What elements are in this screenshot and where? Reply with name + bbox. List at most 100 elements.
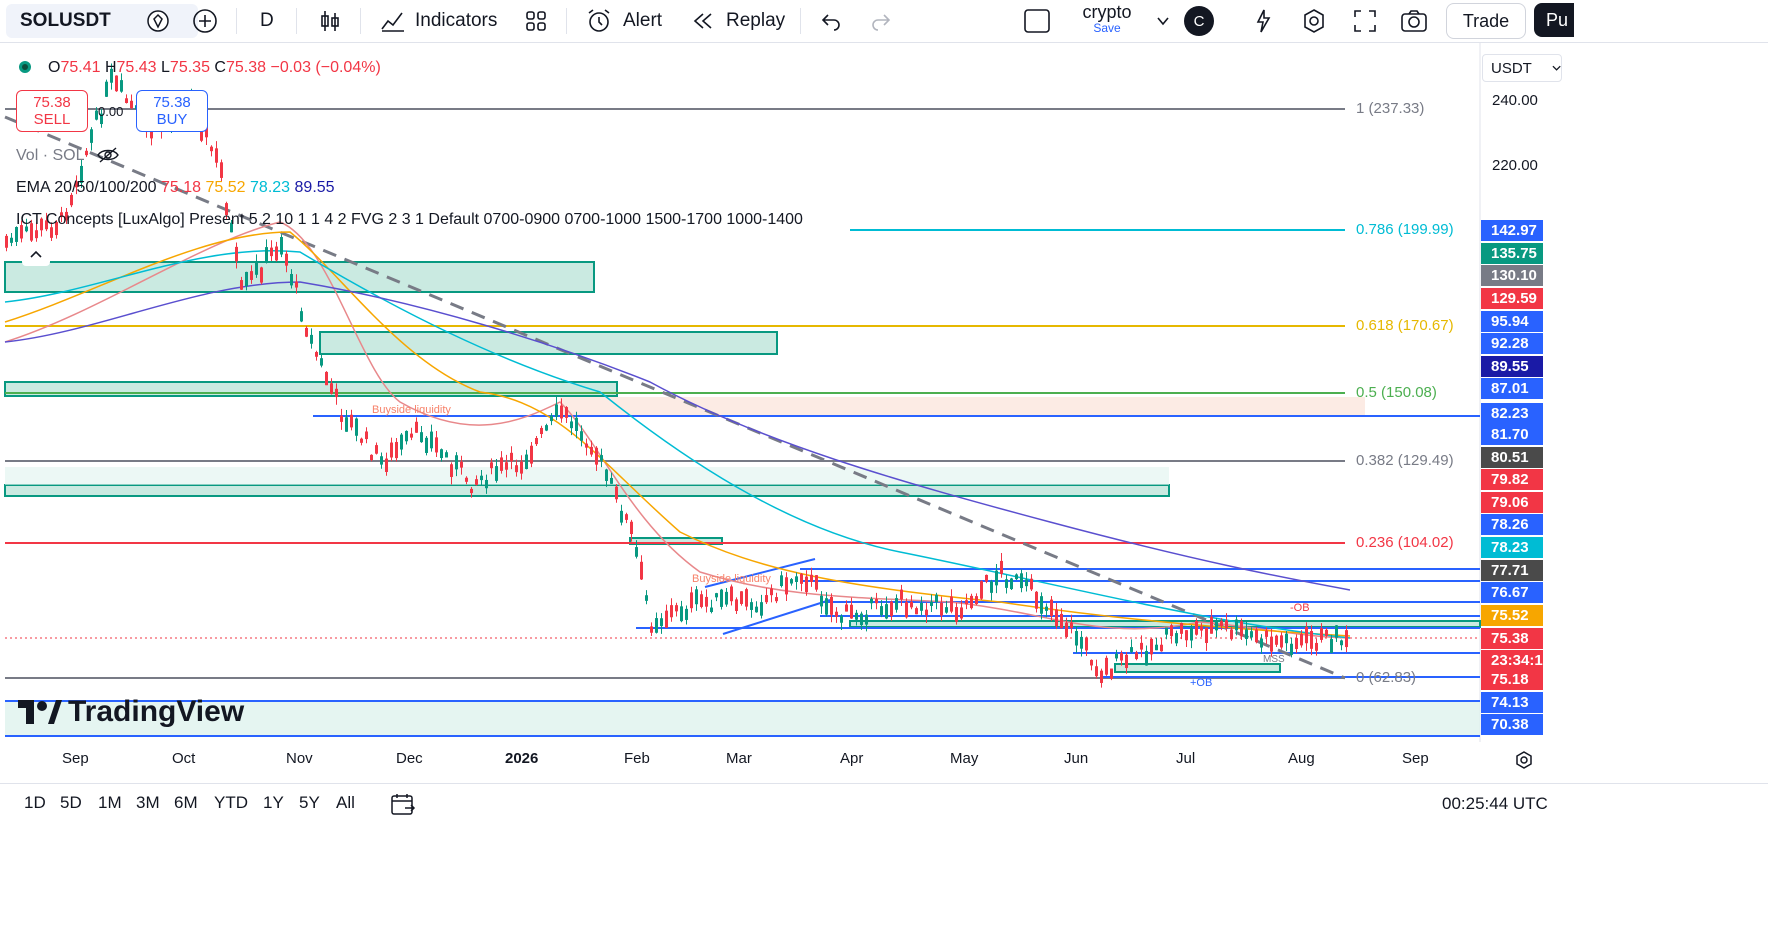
utc-clock[interactable]: 00:25:44 UTC: [1442, 794, 1548, 813]
bearish-ob-label: -OB: [1290, 602, 1310, 614]
candle-body: [1170, 625, 1173, 637]
candle-body: [515, 465, 518, 473]
candle-body: [440, 449, 443, 459]
candle-body: [445, 452, 448, 458]
trade-button[interactable]: Trade: [1446, 3, 1526, 39]
layout-square-icon[interactable]: [1023, 0, 1051, 42]
candles-icon[interactable]: [318, 0, 342, 42]
range-button-5d[interactable]: 5D: [60, 793, 82, 812]
settings-icon[interactable]: [1300, 0, 1328, 42]
indicators-button[interactable]: Indicators: [415, 10, 498, 31]
candle-body: [885, 604, 888, 619]
ema-title: EMA 20/50/100/200: [16, 179, 157, 196]
candle-body: [1075, 631, 1078, 646]
alert-icon[interactable]: [585, 0, 613, 42]
candle-body: [535, 438, 538, 445]
series-visibility-icon[interactable]: [18, 60, 32, 79]
low-key: L: [161, 59, 170, 76]
candle-body: [810, 574, 813, 582]
candle-body: [55, 221, 58, 236]
interval-button[interactable]: D: [260, 10, 274, 31]
range-button-5y[interactable]: 5Y: [299, 793, 320, 812]
candle-body: [285, 253, 288, 266]
candle-body: [790, 579, 793, 584]
candle-body: [420, 432, 423, 443]
range-button-3m[interactable]: 3M: [136, 793, 160, 812]
layout-name[interactable]: crypto Save: [1075, 2, 1139, 35]
add-symbol-icon[interactable]: [192, 0, 218, 42]
camera-icon[interactable]: [1400, 0, 1428, 42]
candle-body: [530, 445, 533, 464]
chevron-down-icon[interactable]: [1156, 0, 1170, 42]
symbol-search[interactable]: SOLUSDT: [6, 4, 198, 38]
candle-body: [390, 442, 393, 458]
templates-icon[interactable]: [524, 0, 548, 42]
compare-icon[interactable]: [146, 9, 170, 33]
range-button-ytd[interactable]: YTD: [214, 793, 248, 812]
indicators-icon[interactable]: [380, 0, 406, 42]
replay-icon[interactable]: [692, 0, 714, 42]
replay-button[interactable]: Replay: [726, 10, 786, 31]
top-toolbar: SOLUSDT D Indicators Alert Replay crypto…: [0, 0, 1768, 43]
range-button-all[interactable]: All: [336, 793, 355, 812]
tradingview-logo[interactable]: TradingView: [18, 695, 244, 729]
range-button-1d[interactable]: 1D: [24, 793, 46, 812]
chart-settings-icon[interactable]: [1514, 750, 1534, 770]
candle-body: [1315, 642, 1318, 651]
candle-body: [945, 607, 948, 613]
buy-button[interactable]: 75.38 BUY: [136, 90, 208, 132]
undo-icon[interactable]: [820, 0, 842, 42]
fullscreen-icon[interactable]: [1352, 0, 1378, 42]
high-key: H: [104, 59, 117, 76]
candle-body: [700, 594, 703, 607]
candle-body: [1285, 633, 1288, 644]
symbol-name[interactable]: SOLUSDT: [20, 10, 111, 31]
price-chart[interactable]: Buyside liquidity Buyside liquidity -OB …: [0, 42, 1768, 782]
candle-body: [210, 146, 213, 152]
candle-body: [560, 405, 563, 419]
candle-body: [645, 595, 648, 601]
price-axis-label: 129.59: [1481, 288, 1543, 309]
currency-selector[interactable]: USDT: [1482, 54, 1562, 82]
candle-body: [620, 510, 623, 523]
candle-body: [95, 110, 98, 120]
candle-body: [475, 479, 478, 485]
avatar[interactable]: C: [1184, 6, 1214, 36]
candle-body: [220, 162, 223, 178]
candle-body: [85, 150, 88, 156]
range-button-6m[interactable]: 6M: [174, 793, 198, 812]
fib-label-0786: 0.786 (199.99): [1356, 221, 1454, 238]
candle-body: [740, 591, 743, 604]
candle-body: [65, 211, 68, 221]
candle-body: [1235, 619, 1238, 631]
candle-body: [1055, 609, 1058, 627]
range-button-1m[interactable]: 1M: [98, 793, 122, 812]
candle-body: [105, 81, 108, 97]
candle-body: [295, 281, 298, 288]
quick-search-icon[interactable]: [1250, 0, 1276, 42]
alert-button[interactable]: Alert: [623, 10, 663, 31]
candle-body: [305, 327, 308, 337]
candle-body: [750, 602, 753, 610]
fib-label-0618: 0.618 (170.67): [1356, 317, 1454, 334]
fib-label-0236: 0.236 (104.02): [1356, 534, 1454, 551]
candle-body: [520, 461, 523, 474]
candle-body: [355, 418, 358, 436]
range-button-1y[interactable]: 1Y: [263, 793, 284, 812]
publish-button[interactable]: Pu: [1534, 3, 1574, 37]
sell-button[interactable]: 75.38 SELL: [16, 90, 88, 132]
eye-off-icon[interactable]: [97, 146, 119, 169]
candle-body: [380, 456, 383, 465]
candle-body: [675, 605, 678, 612]
ict-legend: ICT Concepts [LuxAlgo] Present 5 2 10 1 …: [16, 211, 803, 228]
candle-body: [955, 607, 958, 622]
open-key: O: [48, 59, 61, 76]
candle-body: [1020, 573, 1023, 589]
redo-icon[interactable]: [870, 0, 892, 42]
collapse-legend-icon[interactable]: [22, 242, 50, 266]
date-range-calendar-icon[interactable]: [390, 792, 416, 816]
price-axis-label: 70.38: [1481, 714, 1543, 735]
candle-body: [715, 593, 718, 598]
candle-body: [655, 618, 658, 633]
candle-body: [690, 592, 693, 609]
